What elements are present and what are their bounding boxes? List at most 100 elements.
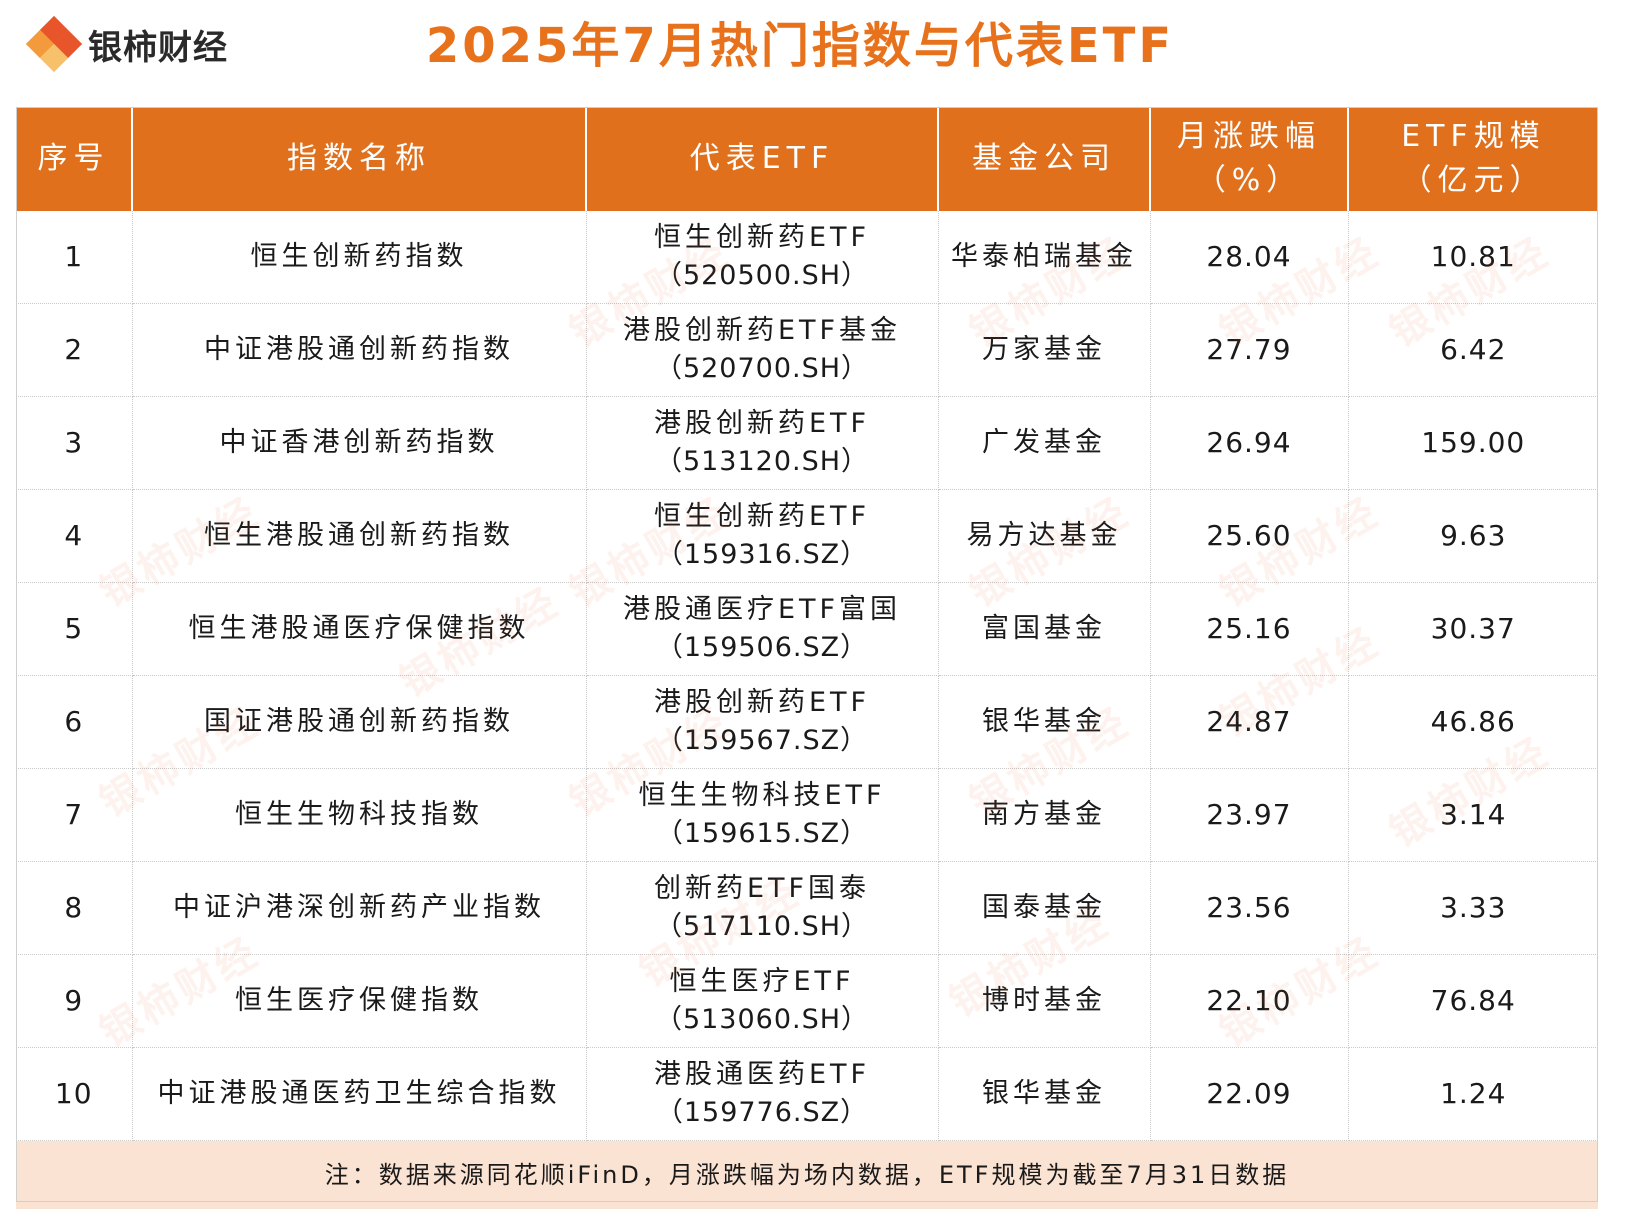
header-label: 序号 [37,141,110,176]
header-label: 月涨跌幅 [1177,119,1321,154]
table-row: 4 恒生港股通创新药指数 恒生创新药ETF （159316.SZ） 易方达基金 25.60… [16,489,1598,583]
etf-scale: 9.63 [1348,489,1598,583]
header-company: 基金公司 [938,107,1151,211]
page-title: 2025年7月热门指数与代表ETF [425,18,1175,74]
fund-company: 银华基金 [938,675,1151,769]
monthly-change: 25.16 [1150,582,1349,676]
fund-company: 华泰柏瑞基金 [938,211,1151,304]
logo-diamond-icon [25,15,83,73]
fund-company: 富国基金 [938,582,1151,676]
monthly-change: 27.79 [1150,303,1349,397]
header-unit: （%） [1195,163,1303,198]
etf-name: 港股创新药ETF [653,687,871,718]
etf-code: （513060.SH） [654,1004,870,1035]
index-name: 恒生生物科技指数 [132,768,587,862]
index-name: 中证香港创新药指数 [132,396,587,490]
header-label: ETF规模 [1401,119,1546,154]
index-name: 中证港股通医药卫生综合指数 [132,1047,587,1141]
row-number: 9 [16,954,133,1048]
etf-code: （159615.SZ） [655,818,869,849]
etf-cell: 港股创新药ETF （513120.SH） [586,396,939,490]
index-name: 中证港股通创新药指数 [132,303,587,397]
fund-company: 南方基金 [938,768,1151,862]
fund-company: 银华基金 [938,1047,1151,1141]
monthly-change: 23.56 [1150,861,1349,955]
data-table-container: 序号 指数名称 代表ETF 基金公司 月涨跌幅 （%） ETF规模 （亿元） 1 恒生创新药指数… [16,107,1598,1209]
row-number: 4 [16,489,133,583]
header-index-name: 指数名称 [132,107,587,211]
etf-name: 恒生创新药ETF [653,222,871,253]
monthly-change: 24.87 [1150,675,1349,769]
etf-code: （517110.SH） [654,911,870,942]
table-row: 5 恒生港股通医疗保健指数 港股通医疗ETF富国 （159506.SZ） 富国基金 25.… [16,582,1598,676]
etf-scale: 6.42 [1348,303,1598,397]
monthly-change: 22.09 [1150,1047,1349,1141]
header-no: 序号 [16,107,133,211]
etf-name: 港股创新药ETF基金 [622,315,902,346]
etf-code: （520500.SH） [654,260,870,291]
monthly-change: 23.97 [1150,768,1349,862]
table-body: 1 恒生创新药指数 恒生创新药ETF （520500.SH） 华泰柏瑞基金 28.04 10… [16,211,1598,1141]
header-label: 基金公司 [972,141,1116,176]
header-label: 代表ETF [689,141,835,176]
etf-code: （513120.SH） [654,446,870,477]
header-etf: 代表ETF [586,107,939,211]
header-scale: ETF规模 （亿元） [1348,107,1598,211]
index-name: 恒生港股通医疗保健指数 [132,582,587,676]
table-row: 1 恒生创新药指数 恒生创新药ETF （520500.SH） 华泰柏瑞基金 28.04 10… [16,211,1598,304]
row-number: 6 [16,675,133,769]
table-row: 3 中证香港创新药指数 港股创新药ETF （513120.SH） 广发基金 26.94 15… [16,396,1598,490]
table-row: 6 国证港股通创新药指数 港股创新药ETF （159567.SZ） 银华基金 24.87 4… [16,675,1598,769]
row-number: 10 [16,1047,133,1141]
etf-code: （159567.SZ） [655,725,869,756]
table-row: 10 中证港股通医药卫生综合指数 港股通医药ETF （159776.SZ） 银华基金 22… [16,1047,1598,1141]
page-header: 银柿财经 2025年7月热门指数与代表ETF [0,0,1631,100]
etf-name: 恒生创新药ETF [653,501,871,532]
etf-scale: 46.86 [1348,675,1598,769]
etf-scale: 76.84 [1348,954,1598,1048]
etf-name: 恒生医疗ETF [669,966,855,997]
monthly-change: 25.60 [1150,489,1349,583]
index-name: 恒生医疗保健指数 [132,954,587,1048]
etf-cell: 恒生生物科技ETF （159615.SZ） [586,768,939,862]
row-number: 3 [16,396,133,490]
etf-scale: 10.81 [1348,211,1598,304]
index-name: 中证沪港深创新药产业指数 [132,861,587,955]
row-number: 7 [16,768,133,862]
table-row: 8 中证沪港深创新药产业指数 创新药ETF国泰 （517110.SH） 国泰基金 23.5… [16,861,1598,955]
etf-cell: 创新药ETF国泰 （517110.SH） [586,861,939,955]
etf-code: （520700.SH） [654,353,870,384]
etf-cell: 港股创新药ETF （159567.SZ） [586,675,939,769]
etf-name: 港股创新药ETF [653,408,871,439]
etf-scale: 3.33 [1348,861,1598,955]
table-row: 7 恒生生物科技指数 恒生生物科技ETF （159615.SZ） 南方基金 23.97 3.… [16,768,1598,862]
etf-cell: 恒生创新药ETF （520500.SH） [586,211,939,304]
etf-name: 港股通医疗ETF富国 [622,594,902,625]
row-number: 8 [16,861,133,955]
index-name: 恒生港股通创新药指数 [132,489,587,583]
etf-table: 序号 指数名称 代表ETF 基金公司 月涨跌幅 （%） ETF规模 （亿元） 1 恒生创新药指数… [16,107,1598,1209]
header-label: 指数名称 [287,141,431,176]
brand-logo: 银柿财经 [25,15,228,73]
monthly-change: 28.04 [1150,211,1349,304]
fund-company: 广发基金 [938,396,1151,490]
etf-code: （159506.SZ） [655,632,869,663]
fund-company: 万家基金 [938,303,1151,397]
header-change: 月涨跌幅 （%） [1150,107,1349,211]
row-number: 5 [16,582,133,676]
table-row: 2 中证港股通创新药指数 港股创新药ETF基金 （520700.SH） 万家基金 27.7… [16,303,1598,397]
etf-name: 恒生生物科技ETF [638,780,886,811]
etf-scale: 3.14 [1348,768,1598,862]
fund-company: 博时基金 [938,954,1151,1048]
etf-cell: 港股创新药ETF基金 （520700.SH） [586,303,939,397]
etf-code: （159776.SZ） [655,1097,869,1128]
etf-name: 创新药ETF国泰 [653,873,871,904]
table-row: 9 恒生医疗保健指数 恒生医疗ETF （513060.SH） 博时基金 22.10 76.8… [16,954,1598,1048]
note-row: 注：数据来源同花顺iFinD，月涨跌幅为场内数据，ETF规模为截至7月31日数据 [16,1140,1598,1209]
index-name: 国证港股通创新药指数 [132,675,587,769]
monthly-change: 26.94 [1150,396,1349,490]
etf-scale: 1.24 [1348,1047,1598,1141]
etf-scale: 30.37 [1348,582,1598,676]
row-number: 1 [16,211,133,304]
row-number: 2 [16,303,133,397]
